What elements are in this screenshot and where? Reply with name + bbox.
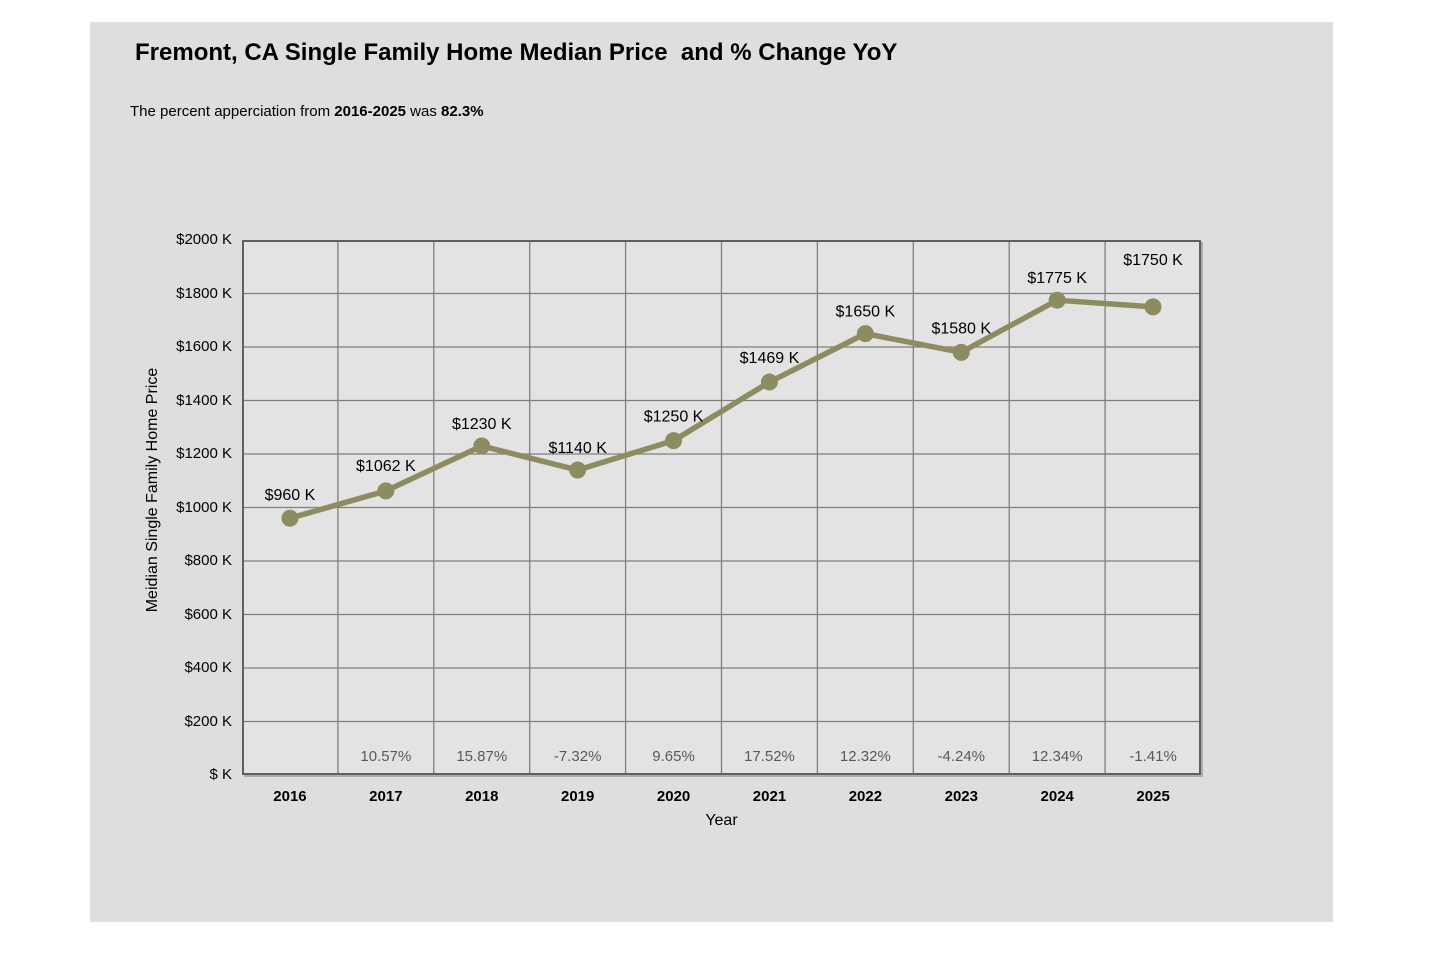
x-axis-title: Year <box>705 812 738 829</box>
data-point-marker <box>1144 298 1162 316</box>
x-axis-tick-label: 2024 <box>1040 788 1074 805</box>
data-point-label: $1775 K <box>1027 270 1087 287</box>
y-axis-tick-label: $1800 K <box>176 284 232 302</box>
y-axis-tick-label: $400 K <box>184 659 232 676</box>
x-axis-tick-labels: 2016 2017 2018 2019 2020 2021 2022 2023 2024 2025 <box>242 786 1201 808</box>
plot-area: 10.57% 15.87% -7.32% 9.65% 17.52% 12.32% -4.24… <box>242 240 1201 775</box>
x-axis-tick-label: 2020 <box>656 788 691 805</box>
x-axis-tick-label: 2023 <box>944 788 978 805</box>
x-axis-tick-label: 2018 <box>465 788 499 805</box>
plot-border <box>242 240 1201 775</box>
data-point-marker <box>473 437 491 455</box>
data-point-marker <box>760 373 778 391</box>
x-axis-tick-label: 2016 <box>273 788 307 805</box>
x-axis-tick-label: 2019 <box>560 788 595 805</box>
data-point-label: $1062 K <box>356 458 416 475</box>
x-axis-tick-label: 2021 <box>752 788 787 805</box>
y-axis-tick-label: $600 K <box>184 605 232 623</box>
pct-change-label: -1.41% <box>1129 748 1177 765</box>
data-point-label: $1140 K <box>548 440 607 457</box>
y-axis-tick-label: $1600 K <box>176 338 232 355</box>
subtitle-prefix: The percent apperciation from <box>130 103 335 120</box>
pct-change-label: 17.52% <box>744 748 795 765</box>
y-axis-tick-label: $1000 K <box>176 498 232 516</box>
data-point-marker <box>952 343 970 361</box>
y-axis-tick-label: $1400 K <box>176 391 232 409</box>
y-axis-tick-label: $ K <box>209 766 232 783</box>
x-axis-tick-label: 2017 <box>369 788 403 805</box>
y-axis-tick-label: $1200 K <box>176 445 232 462</box>
pct-change-label: 10.57% <box>360 748 411 765</box>
y-axis-tick-label: $200 K <box>184 712 232 730</box>
pct-change-label: 15.87% <box>456 748 507 765</box>
y-axis-tick-label: $2000 K <box>176 231 232 248</box>
chart-subtitle: The percent apperciation from 2016-2025 … <box>130 103 484 121</box>
price-line-chart: 10.57% 15.87% -7.32% 9.65% 17.52% 12.32% -4.24… <box>242 240 1201 775</box>
subtitle-year-range: 2016-2025 <box>334 103 407 120</box>
x-axis-tick-label: 2022 <box>848 788 883 805</box>
pct-change-label: 12.32% <box>840 748 891 765</box>
data-point-marker <box>377 482 395 500</box>
chart-panel: Fremont, CA Single Family Home Median Pr… <box>90 22 1333 922</box>
chart-title: Fremont, CA Single Family Home Median Pr… <box>135 39 898 66</box>
data-point-marker <box>856 325 874 343</box>
data-point-label: $1580 K <box>931 320 991 337</box>
y-axis-tick-label: $800 K <box>184 552 232 569</box>
data-point-label: $1469 K <box>740 350 800 367</box>
data-point-label: $1650 K <box>836 304 896 321</box>
subtitle-mid: was <box>406 103 442 120</box>
x-axis-tick-label: 2025 <box>1136 788 1170 805</box>
pct-change-label: -4.24% <box>937 748 985 765</box>
data-point-label: $1750 K <box>1123 252 1183 269</box>
pct-change-label: 9.65% <box>652 748 695 765</box>
price-line <box>287 297 1156 521</box>
data-point-label: $1250 K <box>644 409 704 426</box>
subtitle-appreciation-value: 82.3% <box>441 103 484 120</box>
pct-change-label: 12.34% <box>1032 748 1083 765</box>
data-point-marker <box>281 509 299 527</box>
data-point-label: $960 K <box>265 487 316 504</box>
data-point-label: $1230 K <box>452 416 512 433</box>
data-point-marker <box>1048 291 1066 309</box>
pct-change-label: -7.32% <box>554 748 602 765</box>
data-point-marker <box>569 461 587 479</box>
data-point-marker <box>665 432 683 450</box>
